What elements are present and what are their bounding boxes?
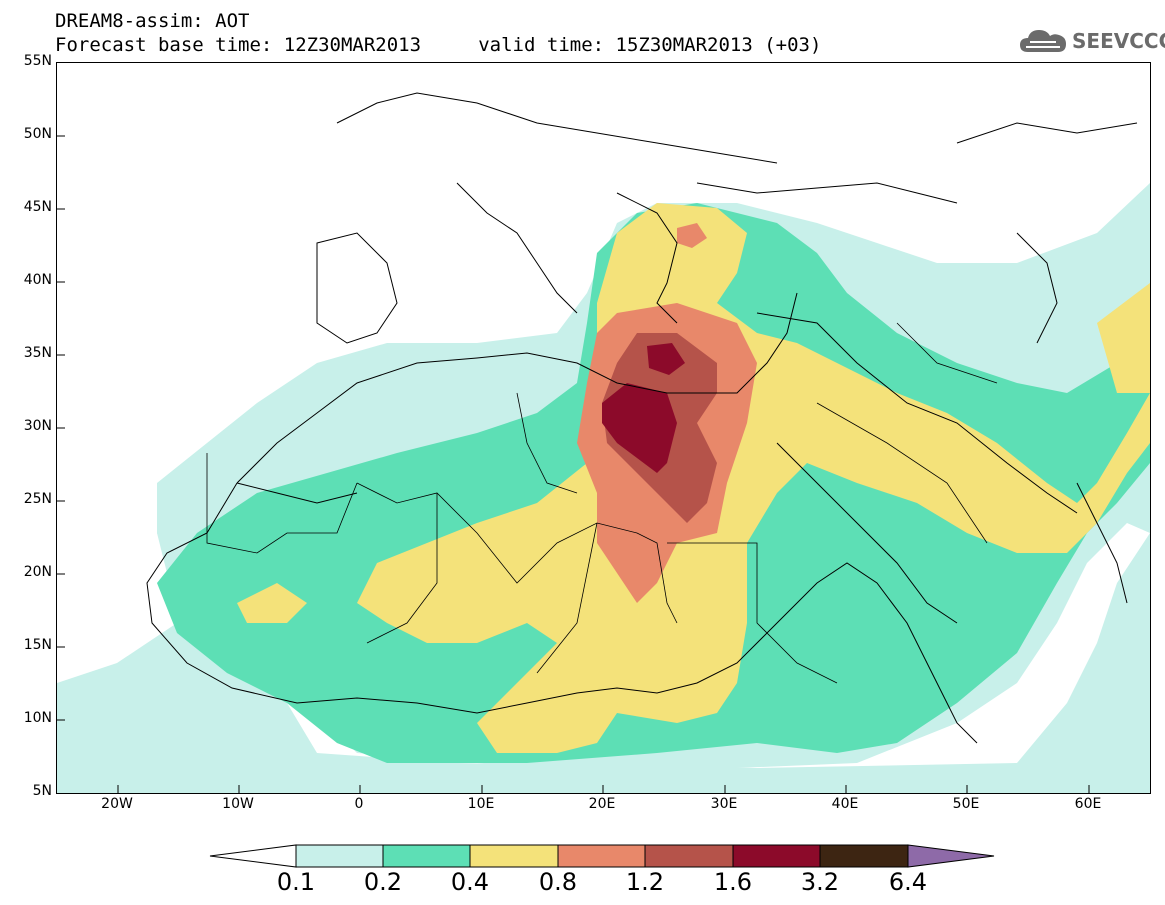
- colorbar-label-0.8: 0.8: [538, 868, 578, 896]
- lat-label-20n: 20N: [23, 564, 52, 580]
- colorbar-swatch-1.6: [732, 844, 821, 868]
- lat-label-5n: 5N: [32, 783, 52, 799]
- lat-label-50n: 50N: [23, 126, 52, 142]
- colorbar-swatch-0.4: [469, 844, 559, 868]
- colorbar-label-6.4: 6.4: [888, 868, 928, 896]
- colorbar-label-3.2: 3.2: [800, 868, 840, 896]
- colorbar-swatch-0.8: [557, 844, 646, 868]
- colorbar-swatch-0.1: [295, 844, 384, 868]
- seevccc-logo: SEEVCCC: [1018, 26, 1165, 56]
- cloud-logo-icon: [1020, 30, 1066, 52]
- aot-patch-west: [237, 583, 307, 623]
- colorbar-label-0.4: 0.4: [450, 868, 490, 896]
- lat-label-15n: 15N: [23, 637, 52, 653]
- lat-label-35n: 35N: [23, 345, 52, 361]
- lat-label-10n: 10N: [23, 710, 52, 726]
- lon-label-20w: 20W: [101, 796, 133, 812]
- lon-label-20e: 20E: [588, 796, 616, 812]
- axis-ticks: [57, 135, 1090, 793]
- colorbar-swatch-1.2: [644, 844, 734, 868]
- aot-contour-0.4: [237, 203, 1150, 753]
- colorbar-swatch-0.2: [382, 844, 471, 868]
- lon-label-50e: 50E: [952, 796, 980, 812]
- coastlines: [146, 92, 1138, 744]
- lon-label-10w: 10W: [222, 796, 254, 812]
- colorbar-cap-low: [209, 844, 297, 868]
- colorbar-label-0.1: 0.1: [276, 868, 316, 896]
- lon-label-10e: 10E: [467, 796, 495, 812]
- lat-label-45n: 45N: [23, 199, 52, 215]
- lon-label-0: 0: [354, 796, 364, 812]
- lat-label-40n: 40N: [23, 272, 52, 288]
- colorbar-swatch-3.2: [819, 844, 909, 868]
- lat-label-25n: 25N: [23, 491, 52, 507]
- lon-label-60e: 60E: [1074, 796, 1102, 812]
- map-plot-area: [56, 62, 1151, 794]
- lon-label-30e: 30E: [710, 796, 738, 812]
- map-title: DREAM8-assim: AOT: [55, 10, 250, 32]
- colorbar-label-0.2: 0.2: [363, 868, 403, 896]
- colorbar-cap-high: [907, 844, 995, 868]
- country-borders: [206, 322, 998, 684]
- lon-label-40e: 40E: [831, 796, 859, 812]
- lat-label-30n: 30N: [23, 418, 52, 434]
- colorbar-label-1.2: 1.2: [625, 868, 665, 896]
- lat-label-55n: 55N: [23, 53, 52, 69]
- colorbar-label-1.6: 1.6: [713, 868, 753, 896]
- aot-field-map: [57, 63, 1150, 793]
- logo-text: SEEVCCC: [1072, 29, 1165, 53]
- aot-contour-1.6: [602, 343, 685, 473]
- forecast-time-line: Forecast base time: 12Z30MAR2013 valid t…: [55, 34, 822, 56]
